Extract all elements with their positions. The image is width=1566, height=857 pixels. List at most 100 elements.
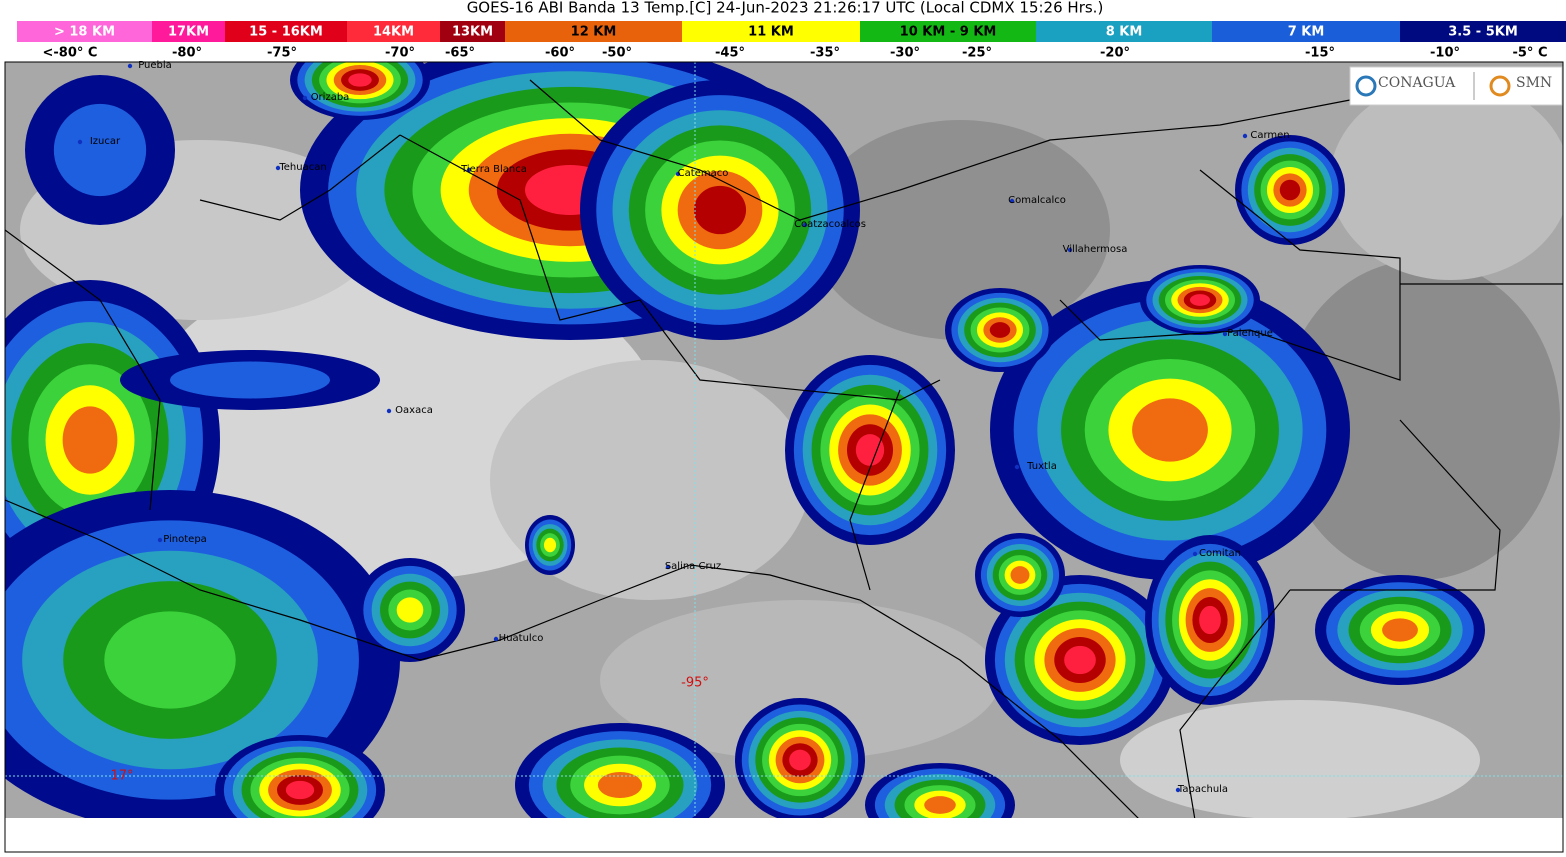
city-label: Villahermosa xyxy=(1063,244,1128,255)
city-dot xyxy=(77,139,83,145)
city-label: Tuxtla xyxy=(1026,461,1057,472)
cloud-top xyxy=(396,597,424,623)
city-label: Tierra Blanca xyxy=(460,164,527,175)
city-label: Tapachula xyxy=(1177,784,1228,795)
legend-swatch xyxy=(440,21,505,42)
legend-temperature: -65° xyxy=(445,46,475,61)
legend-height: 8 KM xyxy=(1106,25,1143,40)
cloud-area xyxy=(810,120,1110,340)
cloud-top xyxy=(285,780,315,800)
legend-temperature: -25° xyxy=(962,46,992,61)
legend-height: 3.5 - 5KM xyxy=(1448,25,1518,40)
logo-icon xyxy=(1355,75,1377,97)
legend-height: 13KM xyxy=(452,25,493,40)
cloud-top xyxy=(1382,618,1418,642)
logo-box: CONAGUA SMN xyxy=(1349,66,1563,106)
city-label: Tehuacan xyxy=(278,162,326,173)
legend-height: 14KM xyxy=(373,25,414,40)
city-dot xyxy=(493,636,499,642)
legend-height: 17KM xyxy=(168,25,209,40)
cloud-top xyxy=(53,103,147,197)
legend-height: 11 KM xyxy=(748,25,794,40)
legend-swatch xyxy=(225,21,347,42)
city-dot xyxy=(302,95,308,101)
cloud-area xyxy=(1280,260,1560,580)
legend-temperature: -75° xyxy=(267,46,297,61)
border-line xyxy=(5,134,401,511)
cloud-top xyxy=(789,749,811,771)
city-dot xyxy=(275,165,281,171)
legend-height: 12 KM xyxy=(571,25,617,40)
legend-temperature: -50° xyxy=(602,46,632,61)
logo-icon xyxy=(1489,75,1511,97)
grid-label: -95° xyxy=(681,676,709,691)
cloud-top xyxy=(924,796,956,814)
grid-label: 17° xyxy=(110,769,133,784)
map xyxy=(5,62,1563,818)
cloud-top xyxy=(62,406,118,474)
city-dot xyxy=(386,408,392,414)
city-dot xyxy=(1192,551,1198,557)
legend-height: 15 - 16KM xyxy=(249,25,323,40)
border-line xyxy=(1179,283,1563,818)
logo-panel xyxy=(1349,66,1563,106)
cloud-top xyxy=(104,611,236,709)
city-dot xyxy=(1014,464,1020,470)
city-dot xyxy=(1175,787,1181,793)
border-line xyxy=(399,134,941,401)
city-label: Puebla xyxy=(138,60,172,71)
city-label: Coatzacoalcos xyxy=(794,219,866,230)
city-label: Palenque xyxy=(1227,328,1273,339)
city-label: Comitan xyxy=(1199,548,1241,559)
legend-temperature: -10° xyxy=(1430,46,1460,61)
city-dot xyxy=(127,63,133,69)
legend-temperature: -30° xyxy=(890,46,920,61)
cloud-top xyxy=(543,537,557,553)
border-line xyxy=(5,499,1139,818)
city-dot xyxy=(802,222,808,228)
legend-temperature: -70° xyxy=(385,46,415,61)
cloud-top xyxy=(1190,294,1210,306)
cloud-area xyxy=(600,600,1000,760)
legend-swatch xyxy=(1036,21,1212,42)
city-label: Huatulco xyxy=(499,633,544,644)
legend-height: > 18 KM xyxy=(54,25,115,40)
legend-temperature: -35° xyxy=(810,46,840,61)
cloud-top xyxy=(1064,645,1096,675)
cloud-top xyxy=(1279,179,1301,201)
legend-temperature: -60° xyxy=(545,46,575,61)
city-label: Comalcalco xyxy=(1008,195,1066,206)
legend-swatch xyxy=(152,21,225,42)
border-line xyxy=(849,169,1401,591)
cloud-top xyxy=(1132,398,1208,462)
city-label: Catemaco xyxy=(678,168,729,179)
legend-height: 7 KM xyxy=(1288,25,1325,40)
city-dot xyxy=(157,537,163,543)
legend-swatch xyxy=(1212,21,1400,42)
cloud-top xyxy=(348,73,372,87)
city-label: Salina Cruz xyxy=(665,561,721,572)
city-label: Izucar xyxy=(90,136,121,147)
logo-smn: SMN xyxy=(1516,75,1552,91)
cloud-top xyxy=(855,434,885,466)
city-dot xyxy=(1067,247,1073,253)
map-frame xyxy=(4,61,1564,853)
legend-swatch xyxy=(860,21,1036,42)
legend-swatch xyxy=(505,21,682,42)
city-dot xyxy=(1222,331,1228,337)
legend-swatch xyxy=(682,21,860,42)
legend-temperature: -20° xyxy=(1100,46,1130,61)
legend-swatch xyxy=(17,21,152,42)
legend: > 18 KM 17KM 15 - 16KM 14KM 13KM 12 KM 11 KM 10… xyxy=(17,21,1566,61)
cloud-top xyxy=(170,361,330,399)
cloud-top xyxy=(597,771,643,799)
cloud-top xyxy=(989,322,1011,338)
border-line xyxy=(529,79,1351,221)
legend-swatch xyxy=(347,21,440,42)
city-label: Pinotepa xyxy=(163,534,207,545)
legend-height: 10 KM - 9 KM xyxy=(900,25,997,40)
city-dot xyxy=(665,564,671,570)
legend-temperature: -80° xyxy=(172,46,202,61)
legend-temperature: -15° xyxy=(1305,46,1335,61)
title: GOES-16 ABI Banda 13 Temp.[C] 24-Jun-202… xyxy=(467,0,1104,17)
